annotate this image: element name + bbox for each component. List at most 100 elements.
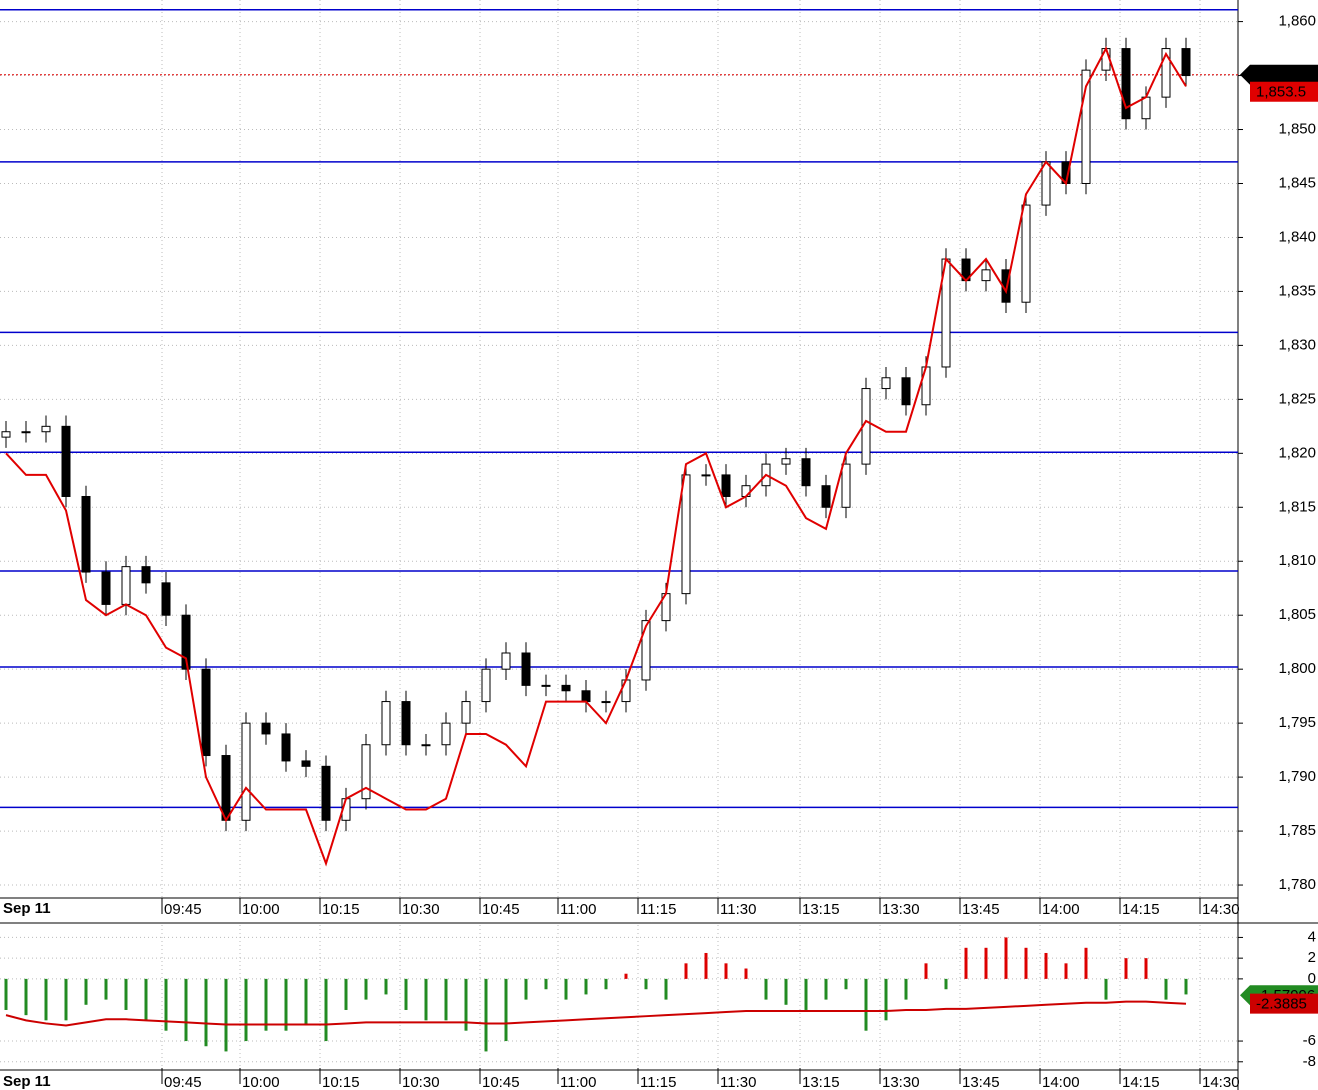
y-tick-label: 1,840 <box>1278 228 1316 245</box>
histogram-bar <box>764 978 768 1000</box>
candle-body <box>1041 161 1051 206</box>
y-tick-label: -8 <box>1303 1053 1316 1070</box>
histogram-bar <box>564 978 568 1000</box>
date-label: Sep 11 <box>3 900 51 917</box>
x-tick-label: 10:15 <box>322 1074 360 1090</box>
x-tick-label: 11:30 <box>720 1074 756 1090</box>
candle-body <box>501 652 511 670</box>
y-tick-label: 1,810 <box>1278 552 1316 569</box>
candle-body <box>1 431 11 438</box>
histogram-bar <box>784 978 788 1005</box>
price-flag-label: 1,853.5 <box>1256 84 1306 101</box>
histogram-bar <box>1164 978 1168 1000</box>
y-tick-label: 1,825 <box>1278 390 1316 407</box>
candle-body <box>161 582 171 616</box>
histogram-bar <box>524 978 528 1000</box>
histogram-bar <box>584 978 588 995</box>
date-label: Sep 11 <box>3 1073 51 1090</box>
candle-body <box>561 684 571 692</box>
x-tick-label: 13:45 <box>962 901 1000 918</box>
histogram-bar <box>144 978 148 1021</box>
histogram-bar <box>1024 947 1028 979</box>
candle-body <box>281 733 291 762</box>
y-tick-label: 1,800 <box>1278 660 1316 677</box>
candle-body <box>521 652 531 686</box>
candle-body <box>301 760 311 767</box>
x-tick-label: 14:15 <box>1122 901 1160 918</box>
x-tick-label: 10:30 <box>402 1074 440 1090</box>
histogram-bar <box>844 978 848 990</box>
histogram-bar <box>44 978 48 1021</box>
y-tick-label: 1,795 <box>1278 714 1316 731</box>
histogram-bar <box>804 978 808 1010</box>
x-tick-label: 14:00 <box>1042 901 1080 918</box>
signal-line <box>5 1000 1187 1027</box>
x-tick-label: 13:15 <box>802 901 840 918</box>
histogram-bar <box>64 978 68 1021</box>
candle-body <box>461 701 471 724</box>
histogram-bar <box>704 952 708 979</box>
candle-body <box>781 458 791 465</box>
x-tick-label: 13:30 <box>882 901 920 918</box>
x-tick-label: 13:45 <box>962 1074 1000 1090</box>
y-tick-label: 4 <box>1308 928 1316 945</box>
candle-body <box>821 485 831 508</box>
histogram-bar <box>444 978 448 1021</box>
x-tick-label: 14:15 <box>1122 1074 1160 1090</box>
price-flag <box>1250 81 1318 102</box>
y-tick-label: 1,790 <box>1278 768 1316 785</box>
candle-body <box>881 377 891 390</box>
x-tick-label: 11:15 <box>640 901 676 918</box>
histogram-bar <box>544 978 548 990</box>
histogram-bar <box>4 978 8 1010</box>
x-tick-label: 10:45 <box>482 1074 520 1090</box>
x-tick-label: 11:00 <box>560 1074 596 1090</box>
candle-body <box>101 571 111 605</box>
candle-body <box>1181 48 1191 77</box>
histogram-bar <box>724 963 728 979</box>
x-tick-label: 13:15 <box>802 1074 840 1090</box>
candle-body <box>641 620 651 681</box>
histogram-bar <box>344 978 348 1010</box>
candle-body <box>1121 48 1131 120</box>
histogram-bar <box>824 978 828 1000</box>
candle-body <box>241 722 251 821</box>
histogram-bar <box>624 973 628 979</box>
y-tick-label: 1,780 <box>1278 876 1316 893</box>
histogram-bar <box>904 978 908 1000</box>
histogram-bar <box>1124 958 1128 979</box>
candle-body <box>921 366 931 406</box>
price-flag-label: 1,855.08 <box>1256 67 1314 84</box>
candle-body <box>41 425 51 433</box>
price-flag-label: -2.3885 <box>1256 996 1307 1013</box>
candle-body <box>1081 69 1091 184</box>
candle-body <box>201 668 211 757</box>
histogram-bar <box>1104 978 1108 1000</box>
candle-body <box>901 377 911 406</box>
histogram-bar <box>304 978 308 1026</box>
histogram-bar <box>424 978 428 1021</box>
histogram-bar <box>964 947 968 979</box>
candle-body <box>401 701 411 746</box>
candle-body <box>61 425 71 497</box>
y-tick-label: 1,815 <box>1278 498 1316 515</box>
candle-body <box>1021 204 1031 303</box>
candle-body <box>21 431 31 434</box>
candle-body <box>701 474 711 477</box>
y-tick-label: 0 <box>1308 970 1316 987</box>
candle-body <box>81 495 91 573</box>
y-tick-label: 1,820 <box>1278 444 1316 461</box>
histogram-bar <box>484 978 488 1052</box>
histogram-bar <box>884 978 888 1021</box>
x-tick-label: 11:00 <box>560 901 596 918</box>
x-tick-label: 10:00 <box>242 901 280 918</box>
histogram-bar <box>504 978 508 1042</box>
histogram-bar <box>644 978 648 990</box>
histogram-bar <box>164 978 168 1031</box>
x-tick-label: 09:45 <box>164 901 202 918</box>
candle-body <box>481 668 491 703</box>
histogram-bar <box>464 978 468 1031</box>
y-tick-label: 1,845 <box>1278 174 1316 191</box>
